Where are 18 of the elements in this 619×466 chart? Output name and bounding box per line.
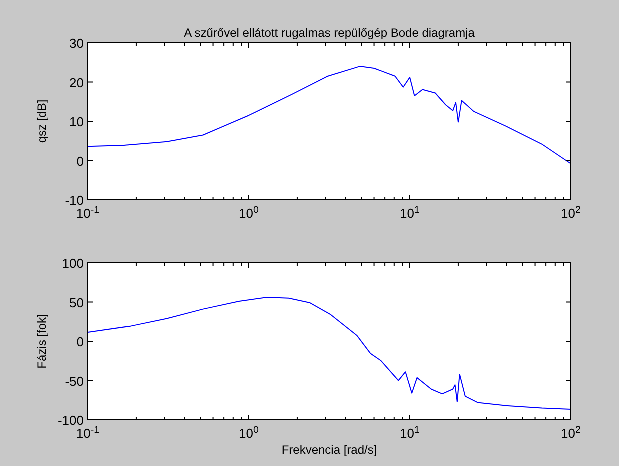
y-axis-title: qsz [dB] [35,100,49,144]
y-tick-label: 20 [70,75,84,90]
y-tick-label: 100 [62,256,84,271]
y-tick-label: 0 [76,154,84,169]
x-tick-label: 10$^{2}$ [561,204,581,221]
chart-title: A szűrővel ellátott rugalmas repülőgép Bode diagramja [184,26,476,40]
x-tick-label: 10$^{1}$ [400,424,420,441]
y-tick-label: 30 [70,36,84,51]
y-tick-label: -50 [65,374,84,389]
y-tick-label: 50 [70,295,84,310]
x-tick-label: 10$^{0}$ [239,204,260,221]
x-tick-label: 10$^{0}$ [239,424,260,441]
y-tick-label: 0 [76,334,84,350]
x-axis-title: Frekvencia [rad/s] [282,443,378,457]
y-axis-title: Fázis [fok] [35,314,49,369]
x-tick-label: 10$^{2}$ [561,424,581,441]
y-tick-label: 10 [70,114,84,130]
x-tick-label: 10$^{1}$ [400,204,420,221]
